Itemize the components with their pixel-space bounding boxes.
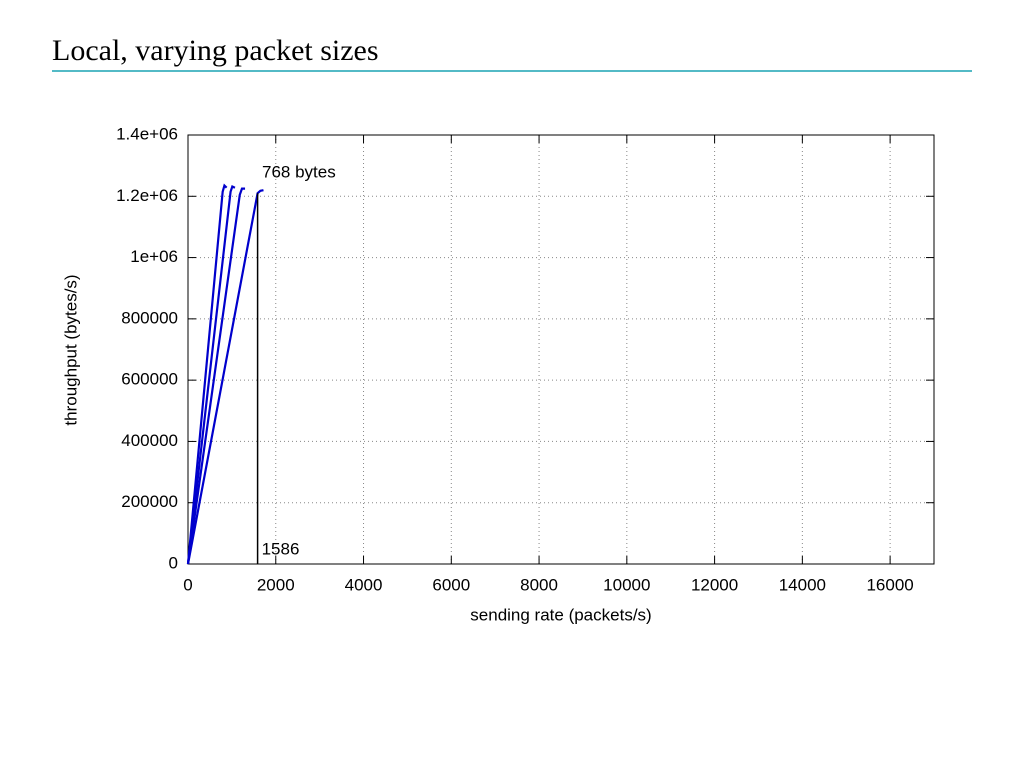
x-tick-label: 6000 [432,575,470,594]
x-tick-label: 12000 [691,575,738,594]
y-tick-label: 1.2e+06 [116,186,178,205]
series-line [186,184,236,565]
series-line [186,189,264,565]
x-tick-label: 2000 [257,575,295,594]
x-tick-label: 10000 [603,575,650,594]
x-tick-label: 8000 [520,575,558,594]
slide-title: Local, varying packet sizes [52,34,379,67]
y-tick-label: 0 [169,553,178,572]
x-tick-label: 16000 [866,575,913,594]
marker-label: 1586 [262,539,300,558]
series-line [186,183,228,565]
series-line [186,187,246,565]
y-tick-label: 600000 [121,370,178,389]
y-tick-label: 800000 [121,308,178,327]
x-tick-label: 4000 [345,575,383,594]
y-tick-label: 1e+06 [130,247,178,266]
y-tick-label: 200000 [121,492,178,511]
x-axis-label: sending rate (packets/s) [470,605,651,624]
plot-frame [187,134,935,565]
x-tick-label: 14000 [779,575,826,594]
x-tick-label: 0 [183,575,192,594]
y-tick-label: 400000 [121,431,178,450]
y-tick-label: 1.4e+06 [116,124,178,143]
annotation: 768 bytes [262,162,336,181]
y-axis-label: throughput (bytes/s) [61,274,80,425]
